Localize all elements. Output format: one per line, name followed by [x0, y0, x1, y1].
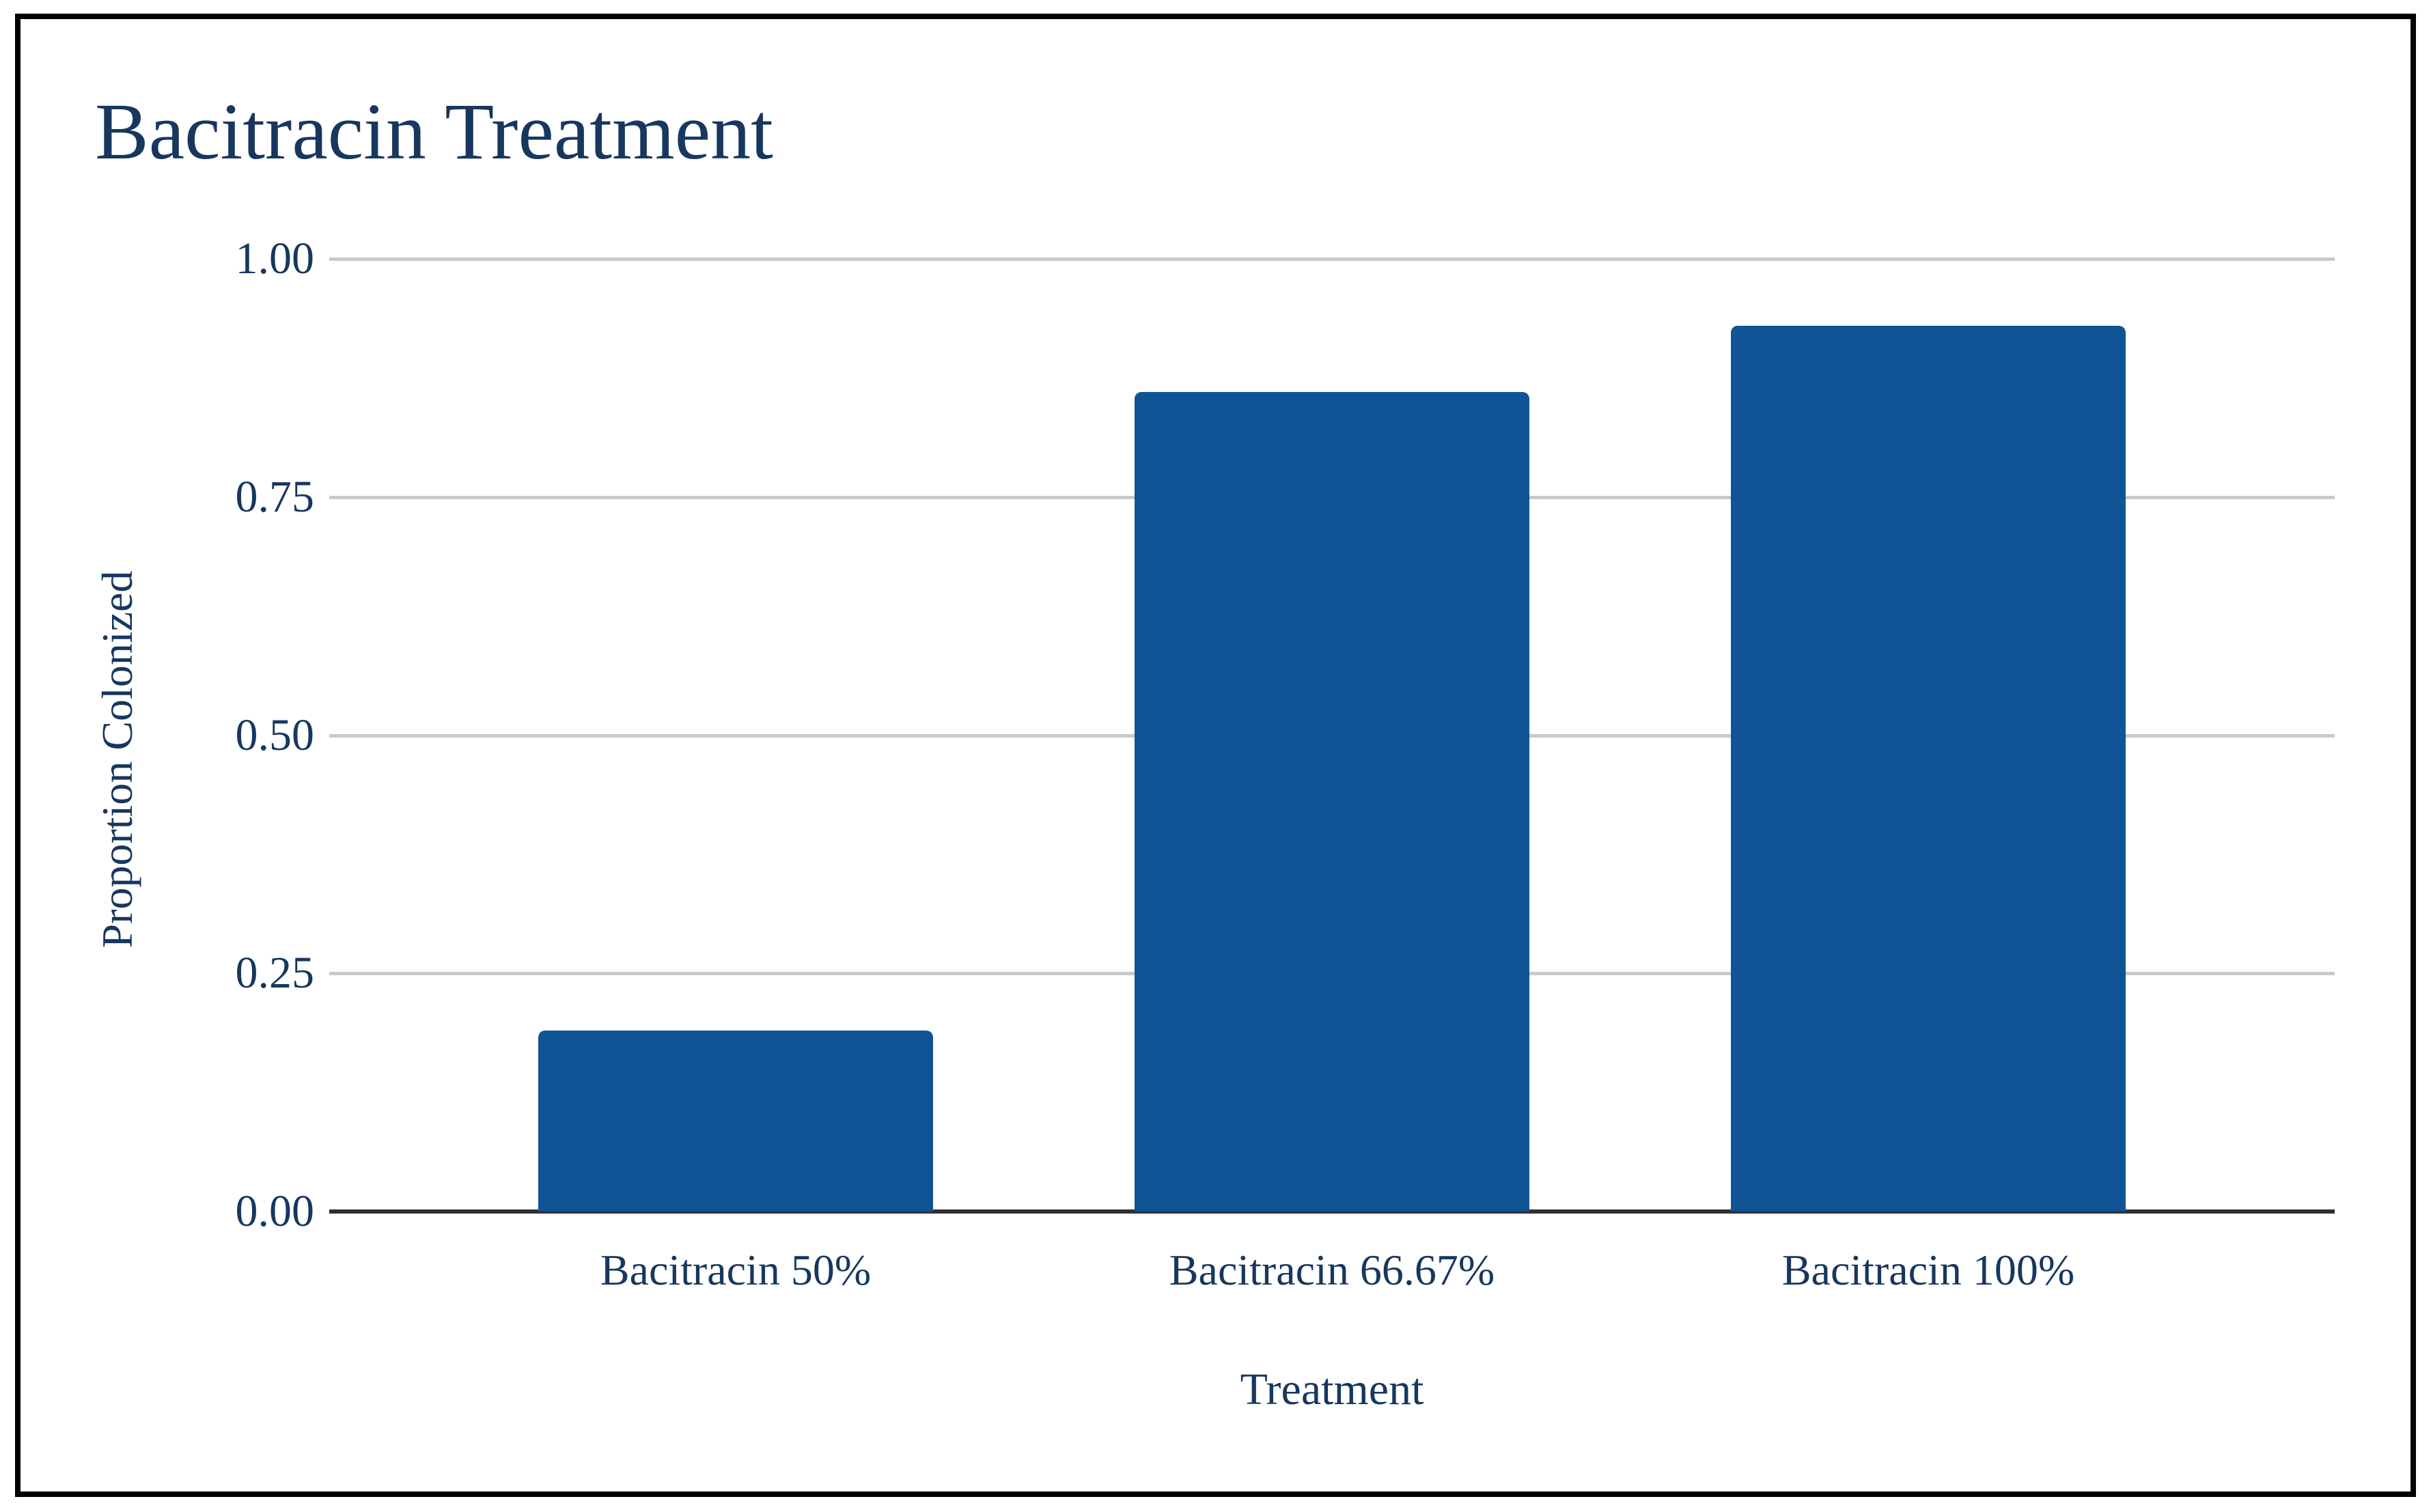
- x-axis-line: [329, 1209, 2335, 1214]
- bar-bacitracin-50-: [538, 1031, 933, 1212]
- gridline-1.00: [329, 257, 2335, 261]
- x-tick-label: Bacitracin 100%: [1781, 1246, 2075, 1294]
- chart-border-frame: [15, 14, 2416, 1497]
- x-tick-label: Bacitracin 66.67%: [1169, 1246, 1495, 1294]
- y-tick-label: 0.50: [235, 710, 315, 760]
- x-tick-label: Bacitracin 50%: [600, 1246, 872, 1294]
- bar-bacitracin-66-67-: [1135, 392, 1529, 1212]
- y-tick-label: 0.25: [235, 948, 315, 998]
- plot-area: [329, 257, 2335, 1214]
- chart-title: Bacitracin Treatment: [95, 87, 773, 176]
- y-tick-label: 0.75: [235, 471, 315, 522]
- x-axis-title: Treatment: [1240, 1364, 1424, 1414]
- bar-bacitracin-100-: [1731, 326, 2126, 1212]
- y-tick-label: 0.00: [235, 1186, 315, 1236]
- y-axis-title: Proportion Colonized: [93, 570, 141, 949]
- y-tick-label: 1.00: [235, 234, 315, 283]
